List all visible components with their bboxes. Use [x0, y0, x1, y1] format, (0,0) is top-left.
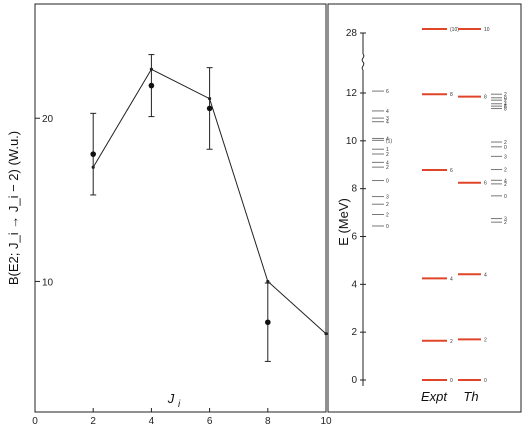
other-spin-label: 3: [386, 116, 389, 122]
left-xlabel-subscript: i: [178, 399, 181, 410]
other-spin-label: 0: [504, 145, 507, 151]
energy-tick-label: 2: [351, 327, 357, 338]
y-tick-label: 10: [42, 277, 54, 288]
other-spin-label: 4: [504, 102, 507, 108]
other-spin-label: 2: [504, 92, 507, 98]
data-point: [90, 151, 96, 157]
other-spin-label: 0: [504, 194, 507, 200]
right-energy-axis: 0 2 4 6 8 10 12 28: [346, 28, 366, 386]
other-spin-label: 4: [386, 160, 389, 166]
x-tick-label: 10: [320, 416, 332, 427]
other-spin-label: 8: [504, 107, 507, 113]
left-x-tick-group: 0 2 4 6 8 10: [32, 408, 332, 427]
left-plot-data: [90, 54, 328, 362]
yrast-spin-label: 0: [450, 378, 453, 384]
other-spin-label: 3: [386, 195, 389, 201]
yrast-spin-label: 4: [450, 276, 453, 282]
line-vertex: [266, 279, 270, 284]
other-spin-label: 4: [386, 109, 389, 115]
left-xlabel: J: [167, 391, 175, 406]
yrast-spin-label: 6: [450, 168, 453, 174]
right-level-scheme: 02468(10)022302412(1)4434602468102302423…: [372, 27, 507, 384]
energy-tick-label-break: 28: [346, 28, 358, 39]
other-spin-label: 2: [504, 182, 507, 188]
energy-tick-label: 12: [346, 88, 358, 99]
energy-tick-label: 8: [351, 184, 357, 195]
energy-tick-label: 0: [351, 375, 357, 386]
yrast-spin-label: 6: [484, 181, 487, 187]
other-spin-label: 2: [386, 152, 389, 158]
right-panel-frame: [327, 3, 522, 413]
column-label-expt: Expt: [421, 389, 448, 404]
x-tick-label: 4: [149, 416, 155, 427]
other-spin-label: 2: [504, 98, 507, 104]
other-spin-label: 2: [504, 168, 507, 174]
yrast-spin-label: (10): [450, 27, 459, 33]
line-vertex: [324, 332, 328, 336]
other-spin-label: 2: [504, 140, 507, 146]
other-spin-label: 3: [504, 154, 507, 160]
other-spin-label: 0: [386, 224, 389, 230]
yrast-spin-label: 2: [484, 337, 487, 343]
right-ylabel: E (MeV): [336, 198, 351, 246]
energy-tick-label: 10: [346, 136, 358, 147]
yrast-spin-label: 4: [484, 272, 487, 278]
other-spin-label: 4: [504, 178, 507, 184]
yrast-spin-label: 8: [450, 92, 453, 98]
energy-tick-label: 6: [351, 232, 357, 243]
left-y-tick-group: 10 20: [35, 114, 54, 288]
other-spin-label: 6: [504, 104, 507, 110]
data-point: [148, 82, 155, 89]
x-tick-label: 2: [90, 416, 96, 427]
axis-break: [361, 53, 365, 71]
left-panel-frame: [34, 3, 327, 413]
other-spin-label: 2: [386, 202, 389, 208]
energy-tick-label: 4: [351, 279, 357, 290]
x-tick-label: 8: [265, 416, 271, 427]
yrast-spin-label: 2: [450, 339, 453, 345]
other-spin-label: 0: [504, 96, 507, 102]
other-spin-label: 0: [386, 179, 389, 185]
other-spin-label: 1: [386, 147, 389, 153]
y-tick-label: 20: [42, 114, 54, 125]
other-spin-label: 3: [504, 217, 507, 223]
other-spin-label: 6: [386, 89, 389, 95]
data-point: [265, 319, 271, 326]
yrast-spin-label: 8: [484, 95, 487, 101]
data-point: [206, 105, 213, 112]
yrast-spin-label: 10: [484, 27, 490, 33]
other-spin-label: 2: [504, 220, 507, 226]
other-spin-label: 2: [386, 212, 389, 218]
column-label-th: Th: [463, 389, 478, 404]
other-spin-label: 2: [386, 165, 389, 171]
other-spin-label: (1): [386, 138, 392, 144]
other-spin-label: 4: [386, 136, 389, 142]
x-tick-label: 6: [207, 416, 213, 427]
left-ylabel: B(E2; J_i → J_i − 2) (W.u.): [6, 131, 21, 285]
other-spin-label: 4: [386, 120, 389, 126]
yrast-spin-label: 0: [484, 378, 487, 384]
x-tick-label: 0: [32, 416, 38, 427]
